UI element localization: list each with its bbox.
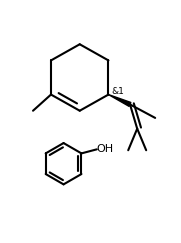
Polygon shape: [108, 95, 131, 106]
Text: OH: OH: [97, 144, 114, 154]
Text: &1: &1: [111, 87, 124, 96]
